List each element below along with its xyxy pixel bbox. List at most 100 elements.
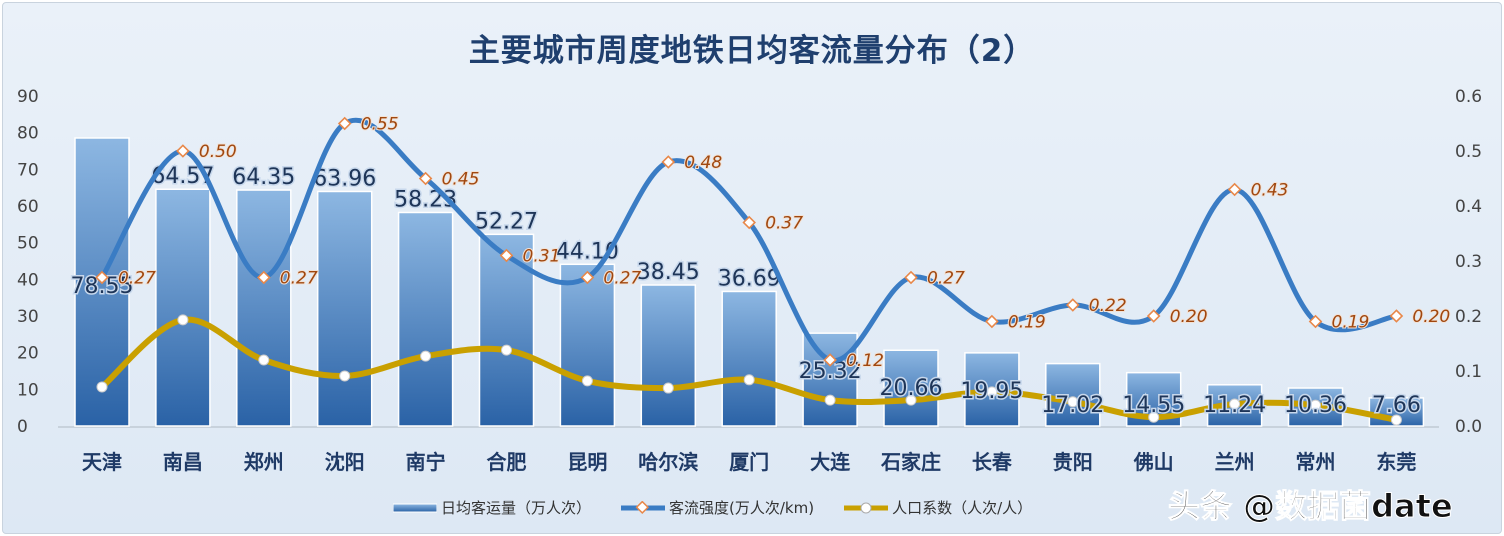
population-point [1310,399,1321,411]
bar-data-label: 38.45 [637,260,700,285]
intensity-point [176,144,190,158]
bar-data-label: 17.02 [1041,393,1104,418]
population-point [662,382,674,394]
category-label: 昆明 [567,450,607,474]
legend-item-intensity: 客流强度(万人次/km) [621,497,814,518]
bar-data-label: 7.66 [1372,393,1421,418]
right-axis-tick: 0.1 [1455,362,1482,382]
intensity-data-label: 0.50 [199,142,237,162]
bar-data-label: 11.24 [1203,393,1266,418]
intensity-data-label: 0.20 [1412,307,1450,327]
legend-label: 人口系数（人次/人） [892,499,1033,517]
intensity-point [904,270,918,285]
right-axis-tick: 0.0 [1455,417,1482,437]
left-axis-tick: 40 [17,270,39,290]
population-point [824,394,836,406]
chart-plot: 0 10 20 30 40 50 60 70 80 90 0.0 0.1 0.2 0.3 0.4 0.5 0.6… [17,87,1482,474]
population-point [420,350,432,362]
legend-item-population: 人口系数（人次/人） [844,497,1032,518]
intensity-data-label: 0.22 [1089,296,1127,316]
category-label: 哈尔滨 [638,450,698,474]
population-point [1067,396,1079,408]
population-point [177,314,189,326]
legend-item-bar: 日均客运量（万人次） [393,497,591,518]
bar-data-label: 52.27 [475,209,538,234]
intensity-data-label: 0.27 [280,269,318,289]
intensity-point [1227,182,1242,197]
population-point [1229,398,1241,410]
intensity-point [823,353,837,367]
bar [640,284,697,427]
intensity-point [1389,309,1404,323]
category-label: 沈阳 [325,450,365,474]
legend: 日均客运量（万人次） 客流强度(万人次/km) 人口系数（人次/人） [393,497,1032,518]
right-axis-tick: 0.4 [1455,197,1482,217]
intensity-data-label: 0.27 [603,269,641,289]
bar [883,349,939,427]
bar-data-label: 78.55 [71,274,134,299]
watermark: 头条 @数据菌date [1168,487,1454,526]
left-axis-tick: 60 [17,197,39,217]
bar-data-label: 10.36 [1284,393,1347,418]
intensity-data-label: 0.27 [118,269,156,289]
left-axis-tick: 0 [17,417,28,437]
category-label: 佛山 [1133,450,1174,474]
intensity-data-label: 0.48 [684,153,722,173]
intensity-point [499,248,514,263]
bar [802,332,858,427]
intensity-data-label: 0.19 [1332,313,1370,333]
intensity-point [742,215,756,230]
population-point [1148,411,1160,423]
category-label: 大连 [810,450,851,474]
bar [316,190,373,427]
left-axis-tick: 50 [17,234,39,254]
bar [236,189,292,427]
intensity-point [418,171,433,186]
category-label: 郑州 [244,450,284,474]
bar [155,188,211,427]
population-point [905,394,917,406]
intensity-point [580,270,595,285]
intensity-point [1308,314,1323,329]
left-axis-tick: 80 [17,124,39,144]
population-point [986,386,998,398]
left-axis-tick: 20 [17,344,39,364]
intensity-point [985,314,999,329]
bar-data-label: 63.96 [313,166,376,191]
left-axis-tick: 90 [17,87,39,107]
legend-label: 客流强度(万人次/km) [669,499,815,517]
bar [559,263,616,427]
category-label: 南昌 [163,450,203,474]
left-axis-tick: 70 [17,160,39,180]
right-axis-tick: 0.3 [1455,252,1482,272]
intensity-data-label: 0.12 [846,351,884,371]
category-label: 贵阳 [1053,450,1093,474]
bar [721,290,777,427]
bar-data-label: 64.35 [232,165,295,190]
category-label: 东莞 [1376,450,1416,474]
chart-title: 主要城市周度地铁日均客流量分布（2） [468,33,1036,69]
category-label: 长春 [972,450,1013,474]
intensity-point [1146,309,1161,323]
legend-label: 日均客运量（万人次） [441,499,592,517]
category-label: 兰州 [1215,450,1255,474]
intensity-point [95,270,109,285]
intensity-data-label: 0.19 [1008,313,1046,333]
intensity-data-label: 0.55 [361,115,399,135]
intensity-data-label: 0.37 [765,214,803,234]
left-axis-tick: 30 [17,307,39,327]
category-label: 合肥 [487,450,527,474]
population-point [96,381,108,393]
right-axis-tick: 0.6 [1455,87,1482,107]
population-point [339,370,351,382]
population-point [743,374,755,386]
category-label: 天津 [82,450,122,474]
bar [397,211,454,427]
bar-data-label: 36.69 [718,266,781,291]
category-label: 常州 [1296,450,1336,474]
left-axis-tick: 10 [17,380,39,400]
right-axis-tick: 0.5 [1455,142,1482,162]
right-axis-tick: 0.2 [1455,307,1482,327]
intensity-data-label: 0.45 [442,170,480,190]
